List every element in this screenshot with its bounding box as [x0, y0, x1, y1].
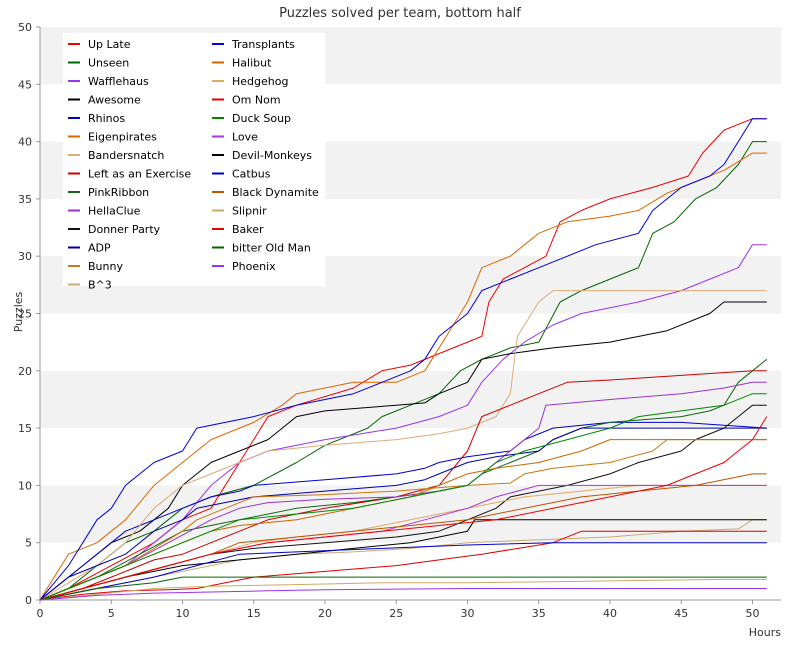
series-line: [39, 427, 767, 601]
legend-label: Om Nom: [232, 94, 281, 107]
series-line: [39, 578, 767, 601]
y-tick-label: 45: [18, 78, 32, 91]
x-tick-label: 40: [603, 607, 617, 620]
series-line: [39, 576, 767, 601]
x-tick-label: 5: [108, 607, 115, 620]
series-lines: [39, 118, 768, 601]
legend-label: Donner Party: [88, 223, 161, 236]
y-tick-label: 30: [18, 250, 32, 263]
legend-label: Duck Soup: [232, 112, 291, 125]
legend-label: Black Dynamite: [232, 186, 319, 199]
series-line: [39, 588, 767, 601]
x-axis-ticks: 0 5 10 15 20 25 30 35 40 45 50: [37, 600, 760, 620]
legend-label: Slipnir: [232, 205, 267, 218]
x-tick-label: 35: [532, 607, 546, 620]
y-tick-label: 0: [25, 594, 32, 607]
series-line: [39, 141, 767, 601]
y-tick-label: 15: [18, 422, 32, 435]
series-line: [39, 519, 767, 601]
legend-label: Bandersnatch: [88, 149, 164, 162]
x-tick-label: 25: [389, 607, 403, 620]
series-line: [39, 301, 767, 601]
x-tick-label: 0: [37, 607, 44, 620]
legend-background: [63, 33, 325, 286]
y-axis-ticks: 0 5 10 15 20 25 30 35 40 45 50: [18, 21, 40, 607]
x-tick-label: 20: [318, 607, 332, 620]
legend-label: Eigenpirates: [88, 131, 157, 144]
x-tick-label: 10: [176, 607, 190, 620]
series-line: [39, 370, 767, 601]
series-line: [39, 439, 767, 601]
x-axis-label: Hours: [749, 626, 781, 639]
legend-label: PinkRibbon: [88, 186, 149, 199]
legend-label: Hedgehog: [232, 75, 288, 88]
series-line: [39, 118, 767, 601]
legend-label: Unseen: [88, 57, 129, 70]
legend-label: Halibut: [232, 57, 272, 70]
legend-label: Awesome: [88, 94, 141, 107]
legend-label: Rhinos: [88, 112, 125, 125]
x-tick-label: 30: [461, 607, 475, 620]
y-tick-label: 50: [18, 21, 32, 34]
legend-label: Left as an Exercise: [88, 168, 191, 181]
legend-label: B^3: [88, 279, 112, 292]
y-tick-label: 35: [18, 193, 32, 206]
legend-label: Love: [232, 131, 258, 144]
legend-label: bitter Old Man: [232, 242, 311, 255]
legend-label: HellaClue: [88, 205, 141, 218]
y-axis-label: Puzzles: [12, 291, 25, 332]
y-tick-label: 20: [18, 365, 32, 378]
series-line: [39, 118, 767, 601]
legend-label: Phoenix: [232, 260, 276, 273]
y-tick-label: 5: [25, 537, 32, 550]
series-line: [39, 152, 767, 601]
series-line: [39, 290, 767, 601]
series-line: [39, 244, 767, 601]
grid-band: [40, 370, 781, 429]
x-tick-label: 15: [247, 607, 261, 620]
series-line: [39, 530, 767, 601]
legend-label: Up Late: [88, 38, 131, 51]
y-tick-label: 40: [18, 136, 32, 149]
chart-title: Puzzles solved per team, bottom half: [279, 6, 521, 21]
legend-label: Catbus: [232, 168, 271, 181]
x-tick-label: 45: [674, 607, 688, 620]
series-line: [39, 542, 767, 601]
y-tick-label: 10: [18, 479, 32, 492]
legend-label: Devil-Monkeys: [232, 149, 312, 162]
y-tick-label: 25: [18, 308, 32, 321]
legend-label: Transplants: [231, 38, 295, 51]
legend-label: ADP: [88, 242, 111, 255]
series-line: [39, 393, 767, 601]
series-line: [39, 416, 768, 601]
legend-label: Bunny: [88, 260, 123, 273]
legend-label: Wafflehaus: [88, 75, 149, 88]
legend-label: Baker: [232, 223, 264, 236]
x-tick-label: 50: [746, 607, 760, 620]
legend: Up Late Unseen Wafflehaus Awesome Rhinos Eige…: [63, 33, 325, 292]
